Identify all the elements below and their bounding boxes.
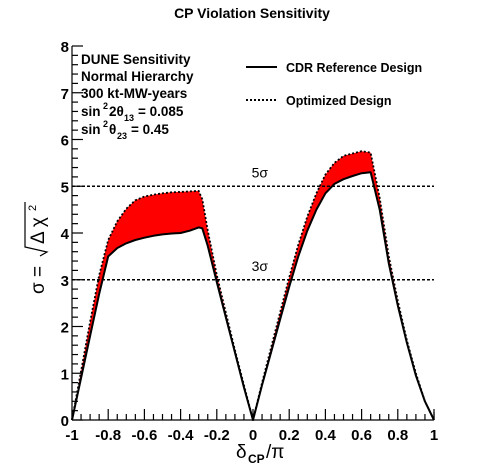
axes — [71, 45, 435, 421]
y-axis-label-chi: Δ χ — [28, 217, 49, 244]
svg-text:sin: sin — [81, 122, 101, 137]
svg-text:2: 2 — [103, 119, 108, 129]
info-line-theta13: sin 2 2θ 13 = 0.085 — [81, 101, 184, 123]
theta23-value: = 0.45 — [131, 122, 169, 137]
y-tick-label: 3 — [61, 273, 69, 290]
x-tick-label: 1 — [430, 427, 438, 444]
band-area — [72, 151, 434, 420]
x-tick-label: -0.8 — [95, 427, 121, 444]
y-tick-label: 2 — [61, 320, 69, 337]
series-lines — [71, 150, 435, 421]
x-tick-label: 0.6 — [351, 427, 372, 444]
reference-line-label: 3σ — [252, 258, 269, 274]
svg-text:23: 23 — [117, 131, 127, 141]
svg-text:13: 13 — [124, 113, 134, 123]
series-line-cdr — [71, 171, 435, 421]
y-tick-label: 1 — [61, 366, 69, 383]
x-tick-label: 0.8 — [387, 427, 408, 444]
info-line-theta23: sin 2 θ 23 = 0.45 — [81, 119, 169, 141]
sqrt-sign — [24, 202, 49, 257]
x-tick-label: 0.2 — [279, 427, 300, 444]
legend-label-cdr: CDR Reference Design — [286, 61, 422, 75]
sensitivity-band — [72, 151, 434, 420]
x-tick-label: 0 — [249, 427, 257, 444]
x-tick-label: -0.4 — [168, 427, 195, 444]
x-axis-label-delta: δ — [236, 442, 247, 463]
info-box: DUNE Sensitivity Normal Hierarchy 300 kt… — [81, 52, 194, 141]
y-axis-label-sigma: σ = — [28, 266, 49, 294]
y-tick-label: 0 — [61, 413, 69, 430]
info-line-hierarchy: Normal Hierarchy — [81, 69, 194, 84]
chart-title: CP Violation Sensitivity — [174, 5, 330, 21]
x-tick-labels: -1 -0.8 -0.6 -0.4 -0.2 0 0.2 0.4 0.6 0.8 1 — [65, 427, 438, 444]
x-tick-label: -0.2 — [204, 427, 230, 444]
legend-label-optimized: Optimized Design — [286, 94, 392, 108]
x-tick-label: 0.4 — [315, 427, 337, 444]
info-line-exposure: 300 kt-MW-years — [81, 86, 187, 101]
y-tick-label: 5 — [61, 179, 69, 196]
theta13-value: = 0.085 — [138, 104, 184, 119]
svg-text:θ: θ — [109, 122, 116, 137]
x-axis-label-cp: CP — [248, 452, 265, 466]
y-tick-label: 4 — [61, 226, 70, 243]
svg-text:2: 2 — [103, 101, 108, 111]
y-axis-label-square: 2 — [27, 205, 39, 211]
x-axis-label: δ CP /π — [236, 442, 284, 466]
x-tick-label: -0.6 — [131, 427, 157, 444]
y-tick-labels: 0 1 2 3 4 5 6 7 8 — [61, 39, 70, 430]
svg-text:sin: sin — [81, 104, 101, 119]
reference-line-label: 5σ — [252, 164, 269, 180]
y-tick-label: 7 — [61, 86, 69, 103]
svg-text:2θ: 2θ — [109, 104, 124, 119]
y-axis-label: σ = Δ χ 2 — [24, 202, 49, 294]
legend: CDR Reference Design Optimized Design — [246, 61, 422, 108]
y-tick-label: 8 — [61, 39, 69, 56]
series-line-optimized — [71, 150, 435, 421]
y-tick-label: 6 — [61, 133, 69, 150]
x-tick-label: -1 — [65, 427, 78, 444]
info-line-experiment: DUNE Sensitivity — [81, 52, 191, 67]
x-axis-label-over-pi: /π — [266, 442, 284, 463]
